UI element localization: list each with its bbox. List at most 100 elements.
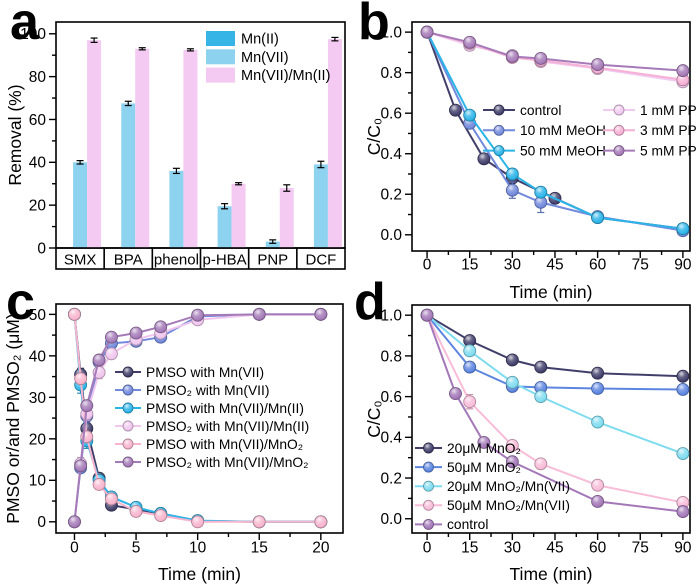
svg-text:10: 10 xyxy=(189,539,207,556)
series-b-3 xyxy=(420,25,690,89)
svg-text:0.2: 0.2 xyxy=(380,470,402,487)
legend-label: Mn(VII) xyxy=(241,50,289,66)
svg-text:0.2: 0.2 xyxy=(380,187,402,204)
category-label: SMX xyxy=(64,251,97,268)
svg-text:1.0: 1.0 xyxy=(380,25,402,42)
svg-text:0.8: 0.8 xyxy=(380,65,402,82)
legend-label: 1 mM PP xyxy=(640,103,697,118)
legend-label: 10 mM MeOH xyxy=(520,123,606,138)
x-axis-label: Time (min) xyxy=(510,282,593,302)
svg-text:0.8: 0.8 xyxy=(380,348,402,365)
svg-text:0: 0 xyxy=(423,539,432,556)
svg-text:75: 75 xyxy=(632,539,649,556)
svg-text:0: 0 xyxy=(37,514,46,531)
category-axis: SMX BPA phenol p-HBA PNP DCF xyxy=(55,247,346,270)
axes: 0 10 20 30 40 50 0 5 10 15 20 Time (min) PMSO or/and… xyxy=(3,303,344,584)
svg-text:0: 0 xyxy=(423,256,432,273)
svg-text:0.6: 0.6 xyxy=(380,106,402,123)
panel-b: 0.0 0.2 0.4 0.6 0.8 1.0 0 15 30 45 60 75 90 Time (min… xyxy=(364,21,697,302)
category-label: DCF xyxy=(306,251,337,268)
legend-label: Mn(VII)/Mn(II) xyxy=(241,68,330,84)
svg-text:20: 20 xyxy=(312,539,330,556)
panel-label-c: c xyxy=(6,273,35,331)
legend-label: PMSO₂ with Mn(VII)/MnO₂ xyxy=(146,455,309,470)
svg-text:0: 0 xyxy=(37,240,46,257)
legend-label: 50 mM MeOH xyxy=(520,143,606,158)
svg-text:15: 15 xyxy=(461,539,478,556)
svg-text:80: 80 xyxy=(29,69,47,86)
legend-label: Mn(II) xyxy=(241,32,279,48)
axes: 0.0 0.2 0.4 0.6 0.8 1.0 0 15 30 45 60 75 90 Time (min… xyxy=(364,21,692,302)
svg-text:40: 40 xyxy=(29,348,47,365)
svg-text:75: 75 xyxy=(632,256,649,273)
panel-d: 0.0 0.2 0.4 0.6 0.8 1.0 0 15 30 45 60 75 90 Time (min… xyxy=(364,304,692,584)
legend-label: 3 mM PP xyxy=(640,123,697,138)
svg-text:60: 60 xyxy=(589,539,607,556)
svg-text:60: 60 xyxy=(29,112,47,129)
svg-text:100: 100 xyxy=(20,26,46,43)
category-label: PNP xyxy=(257,251,288,268)
x-axis-label: Time (min) xyxy=(158,564,241,584)
panel-a: 0 20 40 60 80 100 Removal (%) SMX BPA phenol p-HBA… xyxy=(5,21,346,270)
svg-text:45: 45 xyxy=(546,256,563,273)
legend-label: 20μM MnO₂ xyxy=(447,441,521,456)
svg-text:0.0: 0.0 xyxy=(380,511,402,528)
legend-label: PMSO₂ with Mn(VII)/Mn(II) xyxy=(146,419,309,434)
panel-label-a: a xyxy=(10,0,39,51)
svg-text:20: 20 xyxy=(29,198,47,215)
legend-c: PMSO with Mn(VII) PMSO₂ with Mn(VII) PMSO … xyxy=(115,365,309,470)
bars-1 xyxy=(73,100,328,248)
series-d-4 xyxy=(420,308,690,519)
svg-text:15: 15 xyxy=(461,256,478,273)
svg-text:30: 30 xyxy=(504,539,522,556)
svg-text:0.0: 0.0 xyxy=(380,227,402,244)
panel-label-d: d xyxy=(354,273,386,331)
svg-text:90: 90 xyxy=(674,256,692,273)
legend-label: PMSO with Mn(VII) xyxy=(146,365,264,380)
svg-text:10: 10 xyxy=(29,473,47,490)
svg-text:50: 50 xyxy=(29,307,47,324)
bars-2 xyxy=(87,36,342,249)
category-label: BPA xyxy=(114,251,143,268)
svg-text:60: 60 xyxy=(589,256,607,273)
svg-text:0.4: 0.4 xyxy=(380,430,402,447)
svg-text:0.4: 0.4 xyxy=(380,146,402,163)
panel-c: 0 10 20 30 40 50 0 5 10 15 20 Time (min) PMSO or/and… xyxy=(3,303,344,584)
svg-text:40: 40 xyxy=(29,155,47,172)
legend-label: control xyxy=(520,103,561,118)
svg-text:20: 20 xyxy=(29,431,47,448)
legend-label: 50μM MnO₂/Mn(VII) xyxy=(447,498,570,513)
legend-label: 5 mM PP xyxy=(640,143,697,158)
legend-label: 50μM MnO₂ xyxy=(447,460,521,475)
svg-text:0: 0 xyxy=(70,539,79,556)
svg-text:1.0: 1.0 xyxy=(380,308,402,325)
svg-text:0.6: 0.6 xyxy=(380,389,402,406)
svg-text:30: 30 xyxy=(504,256,522,273)
legend-label: PMSO with Mn(VII)/MnO₂ xyxy=(146,437,303,452)
svg-text:45: 45 xyxy=(546,539,563,556)
series-c-5 xyxy=(68,307,328,529)
category-label: phenol xyxy=(154,251,199,268)
series-d-0 xyxy=(420,308,690,383)
y-axis-label: C/C₀ xyxy=(364,400,384,437)
axes: 0.0 0.2 0.4 0.6 0.8 1.0 0 15 30 45 60 75 90 Time (min… xyxy=(364,304,692,584)
svg-text:90: 90 xyxy=(674,539,692,556)
svg-text:15: 15 xyxy=(251,539,268,556)
y-axis-label: C/C₀ xyxy=(364,118,384,155)
plot-frame xyxy=(411,21,691,252)
legend-label: control xyxy=(447,517,488,532)
legend-b: control 10 mM MeOH 50 mM MeOH 1 mM PP 3 mM P… xyxy=(483,103,697,158)
y-axis-label: Removal (%) xyxy=(5,84,25,185)
legend-label: PMSO with Mn(VII)/Mn(II) xyxy=(146,401,304,416)
legend-d: 20μM MnO₂ 50μM MnO₂ 20μM MnO₂/Mn(VII) 50μM … xyxy=(415,441,570,532)
plot-frame xyxy=(411,304,691,534)
svg-text:30: 30 xyxy=(29,390,47,407)
y-axis-label: PMSO or/and PMSO₂ (μM) xyxy=(3,313,23,523)
svg-text:5: 5 xyxy=(132,539,141,556)
x-axis-label: Time (min) xyxy=(510,564,593,584)
legend-label: PMSO₂ with Mn(VII) xyxy=(146,383,269,398)
series-b-5 xyxy=(420,25,690,78)
category-label: p-HBA xyxy=(202,251,246,268)
